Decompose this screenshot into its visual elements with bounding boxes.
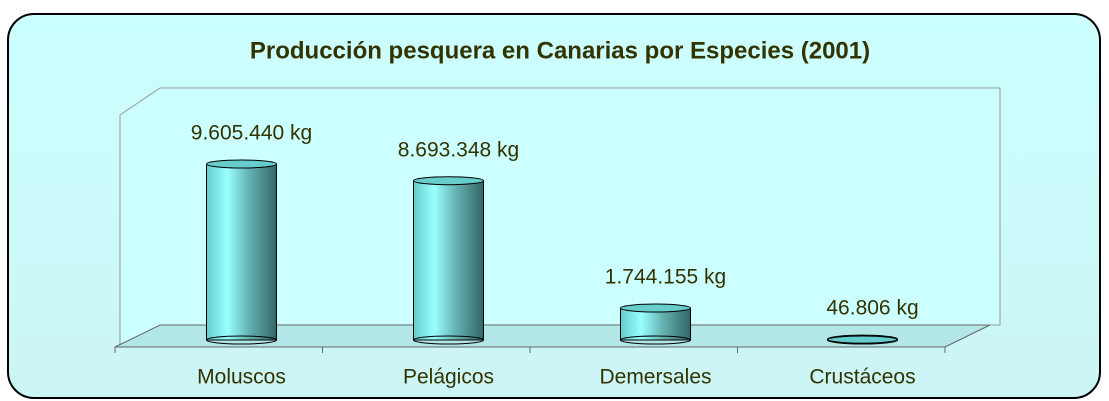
bar-top [413,176,484,186]
x-tick-label: Crustáceos [809,366,915,389]
bar-bottom [827,335,898,345]
x-tick-label: Pelágicos [403,366,494,389]
bar-top [620,303,691,313]
bar-bottom [620,335,691,345]
bar [413,180,484,341]
data-label: 46.806 kg [826,297,918,320]
chart-title: Producción pesquera en Canarias por Espe… [250,37,870,64]
data-label: 8.693.348 kg [398,138,519,161]
bar-bottom [413,335,484,345]
bar [620,307,691,341]
x-tick-label: Moluscos [197,366,286,389]
data-label: 9.605.440 kg [191,122,312,145]
data-label: 1.744.155 kg [605,266,726,289]
x-tick-label: Demersales [599,366,711,389]
bar [206,163,277,341]
bar-top [206,159,277,169]
bar-bottom [206,335,277,345]
